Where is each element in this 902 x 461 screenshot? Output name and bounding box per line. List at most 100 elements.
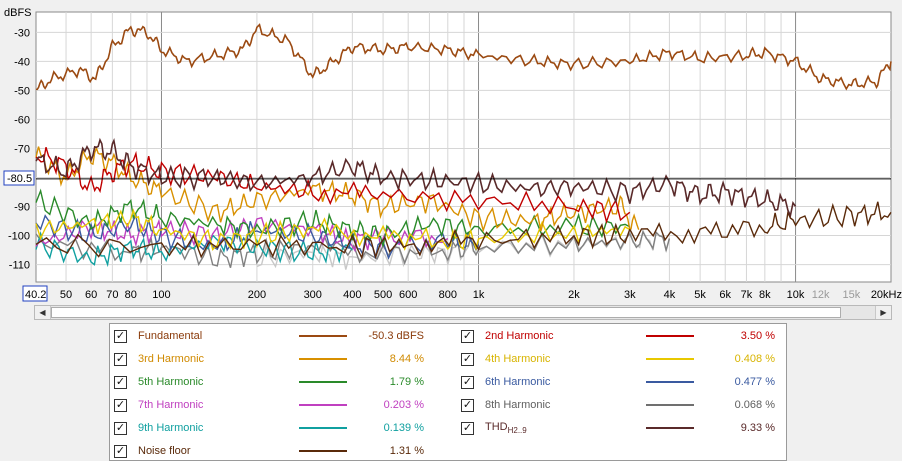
legend-label: 4th Harmonic: [485, 353, 550, 365]
x-start-label: 40.2: [25, 289, 46, 301]
legend-swatch: [646, 404, 694, 406]
legend-checkbox[interactable]: ✓: [114, 421, 127, 435]
legend-label: 8th Harmonic: [485, 399, 550, 411]
dbfs-chart[interactable]: -30 -40 -50 -60 -70 -90 -100 -110 50 60 70 80 100 200…: [0, 0, 902, 306]
legend-checkbox[interactable]: ✓: [461, 352, 474, 366]
y-axis-label: dBFS: [4, 7, 32, 19]
x-tick-label: 60: [85, 289, 97, 301]
legend-checkbox[interactable]: ✓: [461, 421, 474, 435]
legend-label-text: 8th Harmonic: [485, 399, 551, 411]
legend-label-text: Fundamental: [138, 330, 203, 342]
legend-swatch: [299, 381, 347, 383]
cursor-level-label: -80.5: [7, 173, 32, 185]
series-line-fundamental: [35, 23, 892, 91]
legend-value: 0.203 %: [383, 399, 424, 411]
legend-panel: ✓ Fundamental -50.3 dBFS ✓ 3rd Harmonic 8.44 …: [109, 323, 787, 461]
legend-label-text: 5th Harmonic: [138, 376, 204, 388]
legend-swatch: [299, 335, 347, 337]
x-tick-label: 50: [60, 289, 72, 301]
x-tick-label: 8k: [759, 289, 771, 301]
legend-item[interactable]: ✓ THDH2..9 9.33 %: [461, 420, 781, 436]
x-tick-label: 12k: [812, 289, 830, 301]
y-tick-label: -110: [9, 260, 30, 272]
x-tick-label: 6k: [719, 289, 731, 301]
x-tick-label: 10k: [787, 289, 805, 301]
legend-label-text: 9th Harmonic: [138, 422, 204, 434]
legend-checkbox[interactable]: ✓: [461, 375, 474, 389]
scroll-right-icon[interactable]: ▶: [875, 306, 891, 319]
y-tick-label: -40: [14, 56, 30, 68]
legend-checkbox[interactable]: ✓: [461, 398, 474, 412]
x-tick-label: 80: [125, 289, 137, 301]
legend-value: 1.31 %: [389, 445, 424, 457]
legend-label: Noise floor: [138, 445, 191, 457]
legend-value: 0.139 %: [383, 422, 424, 434]
legend-label: 2nd Harmonic: [485, 330, 553, 342]
x-tick-label: 7k: [741, 289, 753, 301]
legend-label: 3rd Harmonic: [138, 353, 204, 365]
legend-label: 9th Harmonic: [138, 422, 203, 434]
y-tick-label: -50: [14, 85, 30, 97]
legend-swatch: [646, 427, 694, 429]
legend-value: 0.408 %: [734, 353, 775, 365]
legend-swatch: [646, 358, 694, 360]
x-tick-label: 200: [248, 289, 266, 301]
series-line-2nd-harmonic: [35, 147, 631, 225]
legend-item[interactable]: ✓ 9th Harmonic 0.139 %: [114, 420, 434, 436]
legend-item[interactable]: ✓ 7th Harmonic 0.203 %: [114, 397, 434, 413]
legend-item[interactable]: ✓ Noise floor 1.31 %: [114, 443, 434, 459]
legend-value: 1.79 %: [389, 376, 424, 388]
legend-checkbox[interactable]: ✓: [461, 329, 474, 343]
legend-label-text: 3rd Harmonic: [138, 353, 205, 365]
legend-value: 0.068 %: [734, 399, 775, 411]
x-tick-label: 100: [152, 289, 170, 301]
x-tick-label: 400: [343, 289, 361, 301]
legend-label-text: Noise floor: [138, 445, 191, 457]
y-tick-label: -90: [14, 202, 30, 214]
legend-swatch: [299, 427, 347, 429]
legend-item[interactable]: ✓ 4th Harmonic 0.408 %: [461, 351, 781, 367]
legend-checkbox[interactable]: ✓: [114, 352, 127, 366]
legend-item[interactable]: ✓ 8th Harmonic 0.068 %: [461, 397, 781, 413]
y-tick-label: -60: [14, 114, 30, 126]
scroll-left-icon[interactable]: ◀: [35, 306, 51, 319]
legend-item[interactable]: ✓ 2nd Harmonic 3.50 %: [461, 328, 781, 344]
legend-item[interactable]: ✓ 6th Harmonic 0.477 %: [461, 374, 781, 390]
legend-checkbox[interactable]: ✓: [114, 329, 127, 343]
x-tick-label: 15k: [843, 289, 861, 301]
legend-label-text: THD: [485, 420, 508, 433]
legend-value: 9.33 %: [740, 422, 775, 434]
legend-label: Fundamental: [138, 330, 202, 342]
legend-item[interactable]: ✓ 5th Harmonic 1.79 %: [114, 374, 434, 390]
legend-label-text: 4th Harmonic: [485, 353, 551, 365]
legend-label-subscript: H2..9: [507, 426, 527, 436]
legend-label-text: 2nd Harmonic: [485, 330, 554, 342]
legend-swatch: [646, 335, 694, 337]
legend-checkbox[interactable]: ✓: [114, 398, 127, 412]
x-tick-label: 1k: [473, 289, 485, 301]
legend-label: 6th Harmonic: [485, 376, 550, 388]
x-tick-label: 300: [304, 289, 322, 301]
legend-value: 8.44 %: [389, 353, 424, 365]
scrollbar-thumb[interactable]: [51, 307, 841, 318]
series-line-5th-harmonic: [35, 188, 631, 247]
legend-checkbox[interactable]: ✓: [114, 444, 127, 458]
x-tick-label: 3k: [624, 289, 636, 301]
series-line-8th-harmonic: [35, 230, 671, 269]
x-start-box[interactable]: [22, 285, 48, 302]
legend-value: 3.50 %: [740, 330, 775, 342]
x-tick-label: 5k: [694, 289, 706, 301]
legend-item[interactable]: ✓ 3rd Harmonic 8.44 %: [114, 351, 434, 367]
x-tick-label: 4k: [664, 289, 676, 301]
legend-label: 7th Harmonic: [138, 399, 203, 411]
y-tick-label: -70: [14, 143, 30, 155]
cursor-level-box[interactable]: [3, 170, 35, 186]
legend-label: THDH2..9: [485, 421, 527, 435]
horizontal-scrollbar[interactable]: ◀ ▶: [34, 305, 892, 320]
legend-item[interactable]: ✓ Fundamental -50.3 dBFS: [114, 328, 434, 344]
legend-value: -50.3 dBFS: [368, 330, 424, 342]
x-tick-label: 70: [106, 289, 118, 301]
legend-swatch: [299, 450, 347, 452]
legend-checkbox[interactable]: ✓: [114, 375, 127, 389]
x-tick-label: 600: [399, 289, 417, 301]
